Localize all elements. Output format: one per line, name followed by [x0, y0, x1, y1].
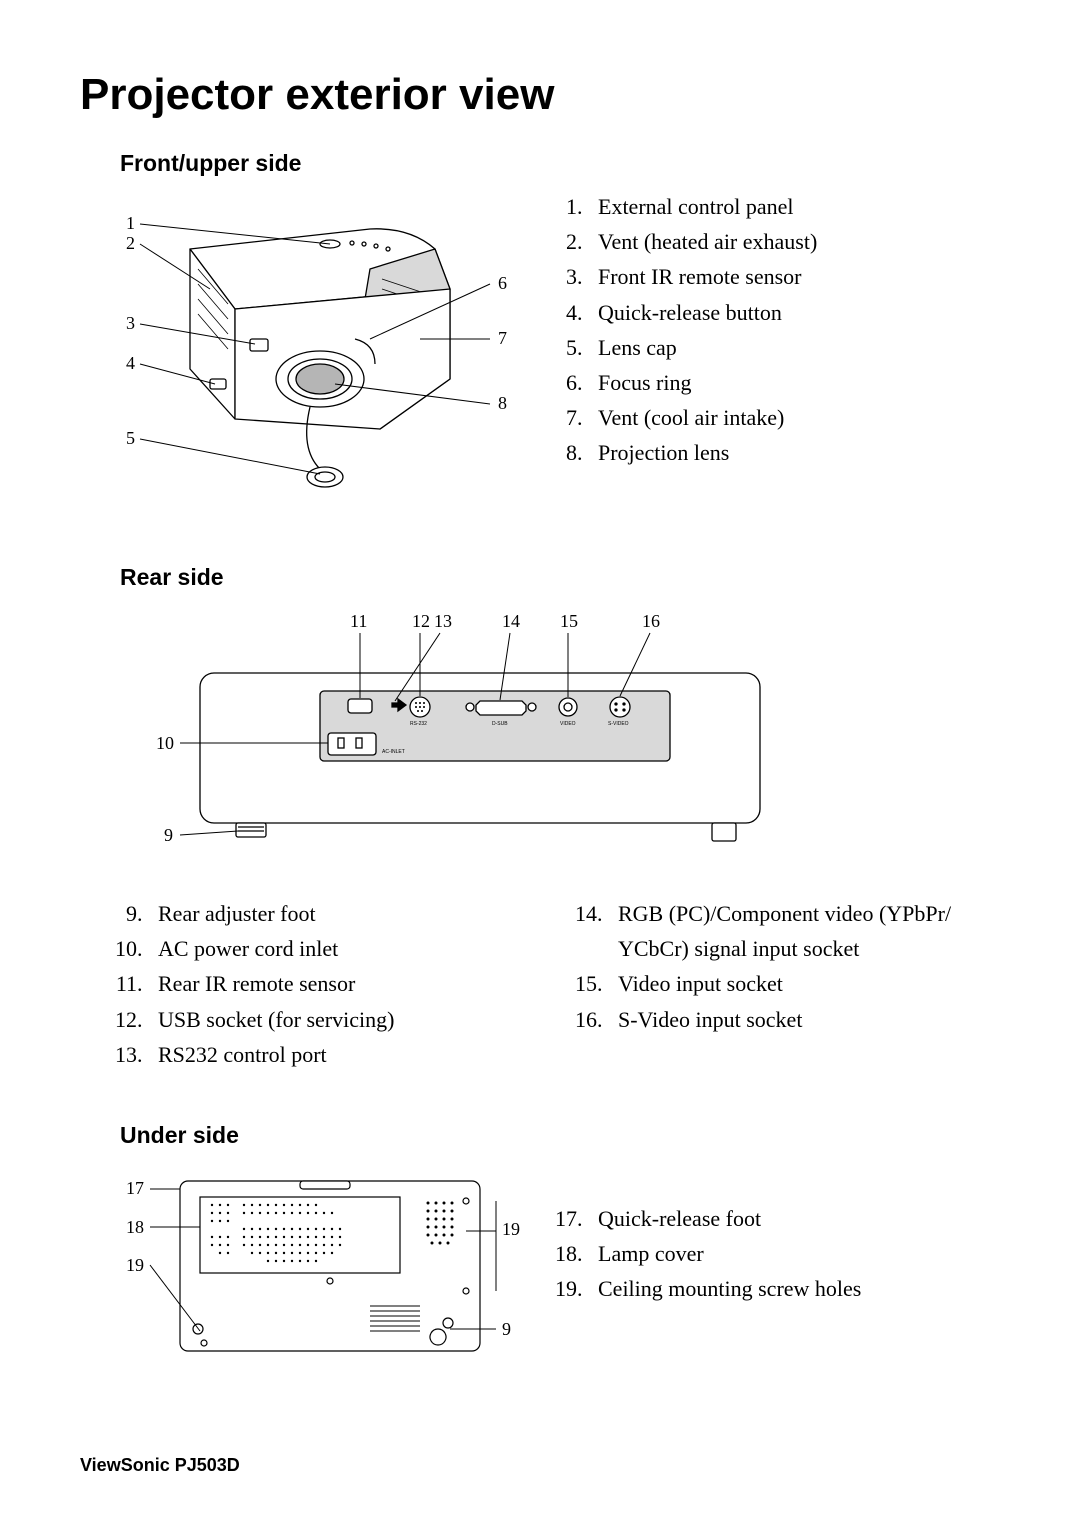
rear-label-16: 16: [642, 611, 660, 631]
under-list: Quick-release foot Lamp cover Ceiling mo…: [560, 1201, 1000, 1307]
rear-section: Rear side: [80, 564, 1000, 1072]
front-label-8: 8: [498, 393, 507, 413]
under-label-17: 17: [126, 1178, 144, 1198]
rear-item: USB socket (for servicing): [148, 1002, 540, 1037]
under-item: Ceiling mounting screw holes: [588, 1271, 1000, 1306]
front-label-7: 7: [498, 328, 507, 348]
under-label-18: 18: [126, 1217, 144, 1237]
under-section: Under side: [80, 1122, 1000, 1376]
svg-text:RS-232: RS-232: [410, 721, 427, 727]
front-item: Focus ring: [588, 365, 1000, 400]
rear-item: Rear adjuster foot: [148, 896, 540, 931]
footer-model: ViewSonic PJ503D: [80, 1455, 240, 1476]
rear-label-11: 11: [350, 611, 367, 631]
rear-label-14: 14: [502, 611, 520, 631]
front-list: External control panel Vent (heated air …: [560, 189, 1000, 471]
under-label-19b: 19: [502, 1219, 520, 1239]
front-label-3: 3: [126, 313, 135, 333]
page-title: Projector exterior view: [80, 70, 1000, 120]
rear-item: Video input socket: [608, 966, 1000, 1001]
front-item: Lens cap: [588, 330, 1000, 365]
under-diagram: 17 18 19 19 9: [120, 1161, 520, 1376]
front-item: Vent (heated air exhaust): [588, 224, 1000, 259]
under-label-19a: 19: [126, 1255, 144, 1275]
svg-text:VIDEO: VIDEO: [560, 721, 576, 727]
rear-item: RS232 control port: [148, 1037, 540, 1072]
rear-item: S-Video input socket: [608, 1002, 1000, 1037]
front-item: External control panel: [588, 189, 1000, 224]
front-item: Quick-release button: [588, 295, 1000, 330]
rear-item: RGB (PC)/Component video (YPbPr/ YCbCr) …: [608, 896, 1000, 966]
rear-item: Rear IR remote sensor: [148, 966, 540, 1001]
front-label-5: 5: [126, 428, 135, 448]
front-label-4: 4: [126, 353, 135, 373]
rear-list-right: RGB (PC)/Component video (YPbPr/ YCbCr) …: [580, 896, 1000, 1037]
front-diagram: 1 2 3 4 5 6 7 8: [120, 189, 520, 514]
front-item: Front IR remote sensor: [588, 259, 1000, 294]
rear-label-13: 13: [434, 611, 452, 631]
rear-label-10: 10: [156, 733, 174, 753]
rear-item: AC power cord inlet: [148, 931, 540, 966]
rear-diagram: RS-232 D-SUB VIDEO S-VIDEO AC-INLET 11 1…: [120, 603, 1000, 888]
front-section: Front/upper side: [80, 150, 1000, 514]
front-heading: Front/upper side: [120, 150, 1000, 177]
under-label-9: 9: [502, 1319, 511, 1339]
svg-text:AC-INLET: AC-INLET: [382, 749, 405, 755]
front-label-2: 2: [126, 233, 135, 253]
front-item: Projection lens: [588, 435, 1000, 470]
under-item: Quick-release foot: [588, 1201, 1000, 1236]
svg-text:D-SUB: D-SUB: [492, 721, 508, 727]
rear-label-12: 12: [412, 611, 430, 631]
rear-label-15: 15: [560, 611, 578, 631]
under-item: Lamp cover: [588, 1236, 1000, 1271]
rear-heading: Rear side: [120, 564, 1000, 591]
rear-label-9: 9: [164, 825, 173, 845]
rear-list-left: Rear adjuster foot AC power cord inlet R…: [120, 896, 540, 1072]
front-label-6: 6: [498, 273, 507, 293]
front-label-1: 1: [126, 213, 135, 233]
svg-text:S-VIDEO: S-VIDEO: [608, 721, 629, 727]
under-heading: Under side: [120, 1122, 1000, 1149]
front-item: Vent (cool air intake): [588, 400, 1000, 435]
